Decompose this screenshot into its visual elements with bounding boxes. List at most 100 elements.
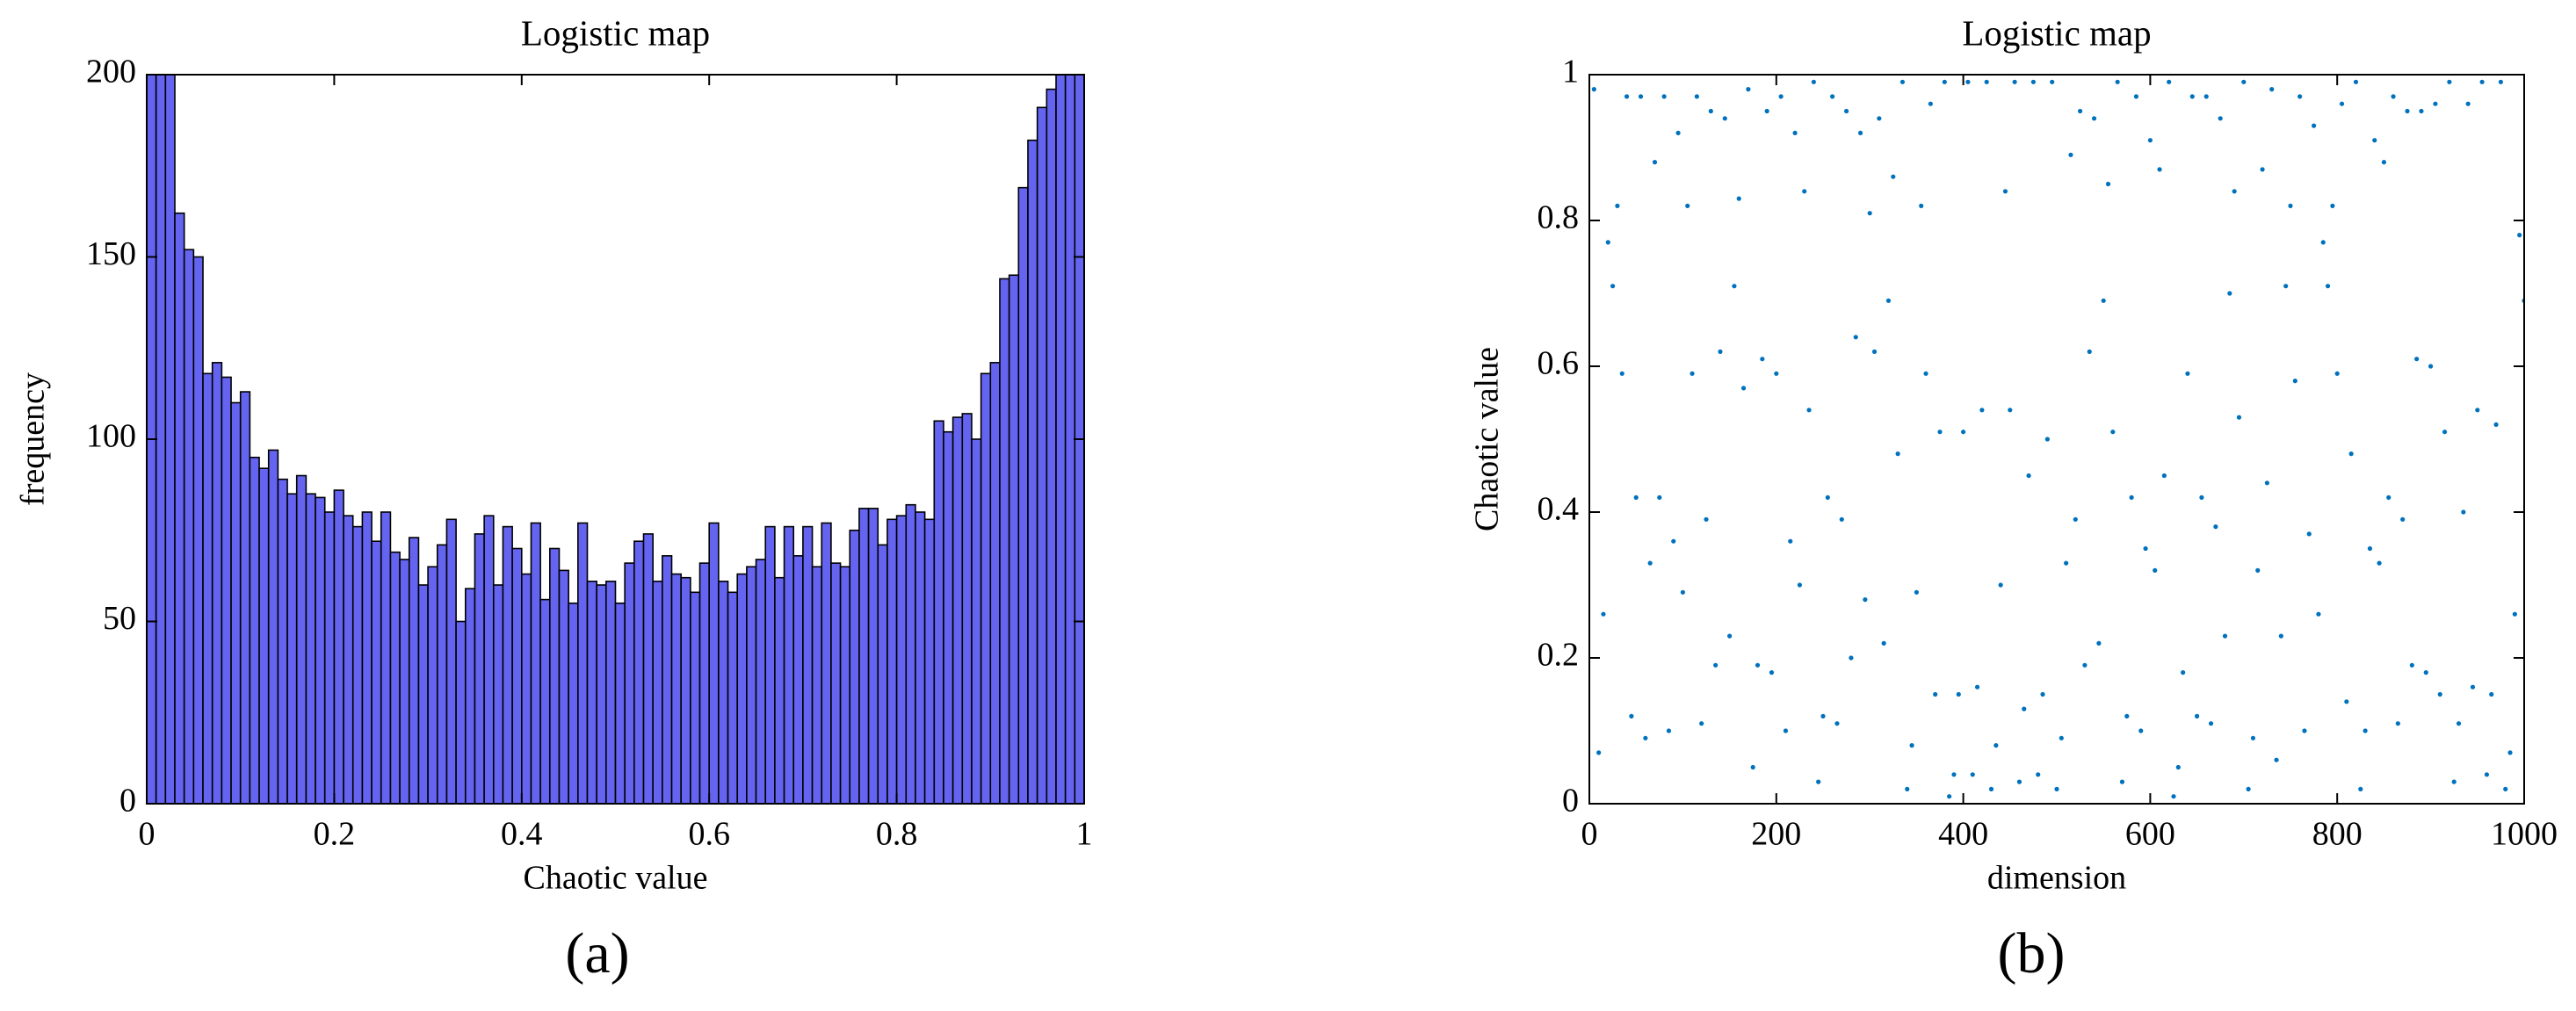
point: [1694, 94, 1699, 99]
point: [2110, 430, 2116, 435]
point: [1825, 495, 1830, 501]
bar: [662, 554, 673, 804]
point: [1877, 116, 1882, 121]
point: [1647, 560, 1653, 566]
bar: [230, 401, 242, 804]
point: [1675, 130, 1681, 135]
point: [1891, 174, 1896, 179]
point: [2330, 203, 2335, 208]
bar: [277, 478, 288, 804]
bar: [867, 508, 879, 804]
bar: [821, 522, 832, 804]
x-tick-label: 200: [1751, 816, 1801, 853]
bar: [783, 525, 795, 804]
point: [1661, 94, 1667, 99]
y-tick-label: 0: [1562, 783, 1579, 820]
point: [2372, 138, 2377, 143]
point: [2470, 684, 2476, 690]
point: [1830, 94, 1835, 99]
point: [2078, 108, 2083, 114]
panel-caption: (b): [1998, 921, 2066, 986]
point: [2232, 189, 2237, 194]
point: [2512, 611, 2517, 617]
point: [2181, 670, 2186, 675]
bar: [933, 420, 944, 804]
point: [2339, 101, 2345, 106]
point: [1816, 779, 1821, 784]
bar: [961, 413, 973, 804]
point: [2241, 79, 2247, 84]
point: [1708, 108, 1713, 114]
bar: [258, 467, 270, 804]
point: [1919, 203, 1924, 208]
point: [2059, 735, 2064, 740]
y-axis-label: Chaotic value: [1469, 347, 1506, 531]
point: [2064, 560, 2069, 566]
point: [2484, 772, 2490, 777]
bar: [915, 511, 926, 804]
bar: [1055, 75, 1067, 804]
point: [1732, 284, 1737, 289]
point: [1797, 582, 1802, 588]
point: [1671, 538, 1676, 544]
point: [1909, 743, 1914, 748]
point: [2227, 291, 2232, 296]
y-tick-label: 50: [103, 600, 136, 637]
point: [2451, 779, 2457, 784]
point: [2297, 94, 2303, 99]
bar: [971, 438, 982, 804]
point: [1881, 640, 1886, 646]
bar: [895, 515, 908, 804]
plot-area: [1591, 79, 2524, 799]
point: [2400, 516, 2406, 522]
point: [2082, 662, 2088, 668]
bar: [1064, 75, 1076, 804]
bar: [849, 529, 860, 804]
point: [1685, 203, 1690, 208]
point: [2377, 560, 2382, 566]
point: [1610, 284, 1616, 289]
bar: [811, 566, 823, 804]
bar: [980, 372, 992, 804]
point: [2185, 371, 2190, 376]
x-tick-label: 800: [2312, 816, 2363, 853]
bar: [474, 533, 485, 804]
point: [2068, 152, 2073, 157]
point: [2367, 545, 2373, 552]
point: [1774, 371, 1779, 376]
point: [1844, 108, 1849, 114]
point: [2195, 713, 2200, 719]
point: [2405, 108, 2410, 114]
point: [2428, 364, 2434, 369]
point: [1867, 211, 1872, 216]
point: [2091, 116, 2097, 121]
bar: [455, 620, 467, 804]
point: [1849, 655, 1854, 661]
point: [1895, 451, 1900, 457]
bar: [839, 566, 851, 804]
point: [2288, 203, 2293, 208]
point: [2461, 509, 2466, 515]
axes-box: [1588, 74, 2525, 805]
point: [2269, 87, 2275, 92]
point: [2143, 545, 2148, 552]
point: [1643, 735, 1648, 740]
bar: [202, 372, 213, 804]
panel-caption: (a): [565, 921, 629, 986]
bar: [267, 449, 279, 804]
point: [2433, 101, 2438, 106]
bar: [380, 511, 392, 804]
point: [1596, 750, 1602, 755]
point: [2153, 567, 2158, 574]
point: [1942, 79, 1947, 84]
point: [2133, 94, 2139, 99]
y-tick-label: 0.6: [1538, 345, 1580, 382]
bar: [727, 591, 739, 804]
x-tick-label: 0.8: [876, 816, 918, 853]
bar: [952, 416, 964, 804]
bar: [755, 559, 767, 804]
bar: [989, 362, 1001, 804]
point: [1652, 160, 1658, 165]
point: [1905, 786, 1910, 792]
point: [2395, 721, 2400, 726]
